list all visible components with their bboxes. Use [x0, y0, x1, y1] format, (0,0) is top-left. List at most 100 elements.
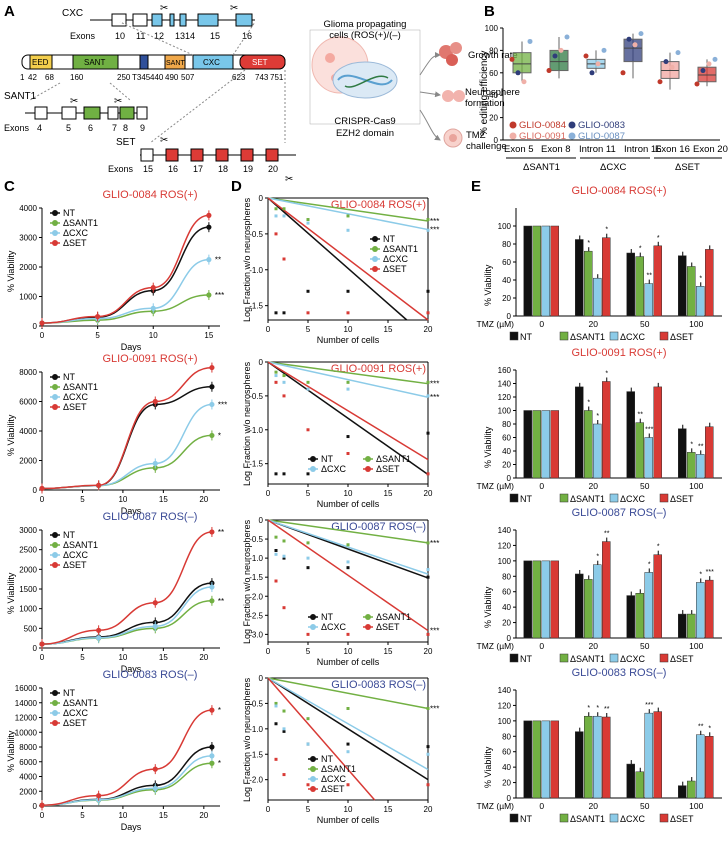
- panel-d-legend-marker: [310, 756, 316, 762]
- panel-c-xlabel: Days: [121, 342, 142, 352]
- panel-e-legend-swatch: [559, 331, 569, 341]
- panel-e-xprefix: TMZ (µM): [477, 319, 515, 329]
- panel-c-legend-marker: [52, 690, 58, 696]
- panel-c-legend-label: ΔSET: [63, 560, 87, 570]
- panel-d-point: [426, 783, 430, 787]
- panel-c-point: [209, 384, 215, 390]
- panel-b-group-sant1: ΔSANT1: [523, 162, 560, 173]
- panel-d-fit-line: [267, 361, 429, 476]
- legend-glio0083: GLIO-0083: [578, 120, 625, 131]
- panel-c-ytick-label: 2000: [19, 457, 37, 466]
- panel-d-xlabel: Number of cells: [317, 499, 380, 509]
- panel-e-legend-label: ΔSANT1: [570, 814, 605, 824]
- panel-c-sig: **: [218, 528, 224, 537]
- panel-c-xtick-label: 20: [199, 495, 208, 504]
- panel-letter-b: B: [484, 3, 495, 20]
- panel-d-point: [274, 579, 278, 583]
- sant1-domain-label: SANT: [84, 58, 105, 67]
- panel-c-xtick-label: 5: [80, 653, 85, 662]
- panel-letter-e: E: [471, 178, 481, 195]
- panel-c-point: [96, 627, 102, 633]
- panel-b-x-intron16: Intron 16: [624, 144, 662, 155]
- panel-d-point: [282, 394, 286, 398]
- panel-e-bar: [644, 712, 653, 799]
- cxc-exon-15: 15: [210, 31, 220, 41]
- panel-d-title: GLIO-0084 ROS(+): [331, 199, 426, 211]
- scissors-icon: ✂: [70, 96, 78, 107]
- panel-d-ytick-label: -1.0: [249, 725, 263, 734]
- panel-c-point: [152, 623, 158, 629]
- box: [512, 52, 532, 74]
- cell-text-line1: Glioma propagating: [324, 19, 407, 30]
- panel-e-bar: [575, 386, 584, 479]
- set-exon-20: 20: [268, 164, 278, 174]
- panel-c-ytick-label: 3000: [19, 526, 37, 535]
- panel-d-ytick-label: -0.5: [249, 230, 263, 239]
- panel-d-point: [274, 311, 278, 315]
- panel-d-ytick-label: -0.5: [249, 535, 263, 544]
- sant1-exon-9: 9: [140, 123, 145, 133]
- panel-c-point: [206, 292, 212, 298]
- panel-e-legend-swatch: [559, 813, 569, 823]
- panel-c-xtick-label: 15: [159, 495, 168, 504]
- panel-e-bar: [593, 715, 602, 799]
- panel-d-xtick-label: 10: [344, 489, 353, 498]
- panel-e-legend-swatch: [609, 331, 619, 341]
- panel-d-point: [426, 575, 430, 579]
- panel-c-ytick-label: 8000: [19, 743, 37, 752]
- aa-743: 743: [255, 73, 269, 82]
- panel-e-sig: *: [587, 400, 590, 407]
- scissors-icon: ✂: [285, 174, 293, 185]
- panel-d-xtick-label: 5: [306, 325, 311, 334]
- aa-42: 42: [28, 73, 37, 82]
- panel-e-ytick-label: 120: [498, 541, 512, 550]
- panel-e-ytick-label: 40: [502, 763, 511, 772]
- panel-c-ytick-label: 2500: [19, 546, 37, 555]
- panel-d-point: [306, 221, 310, 225]
- panel-e-legend-swatch: [509, 331, 519, 341]
- panel-b-x-intron11: Intron 11: [579, 144, 616, 155]
- panel-c-point: [96, 482, 102, 488]
- t345-marker: [139, 54, 149, 70]
- panel-e-xtick-label: 20: [589, 801, 599, 811]
- panel-d-point: [282, 380, 286, 384]
- panel-c-legend-marker: [52, 710, 58, 716]
- panel-d-legend-label: ΔSANT1: [321, 764, 356, 774]
- panel-c-series-line: [41, 294, 209, 324]
- panel-d-point: [426, 394, 430, 398]
- panel-d-legend-label: NT: [321, 754, 333, 764]
- legend-glio0084: GLIO-0084: [519, 120, 566, 131]
- panel-c-legend-label: ΔSET: [63, 238, 87, 248]
- set-exon-box: [240, 148, 254, 162]
- box-point: [583, 53, 589, 59]
- panel-d-ytick-label: 0: [259, 358, 264, 367]
- panel-c-title: GLIO-0083 ROS(–): [103, 669, 198, 681]
- panel-d-point: [346, 289, 350, 293]
- panel-d-point: [306, 556, 310, 560]
- panel-c-ytick-label: 10000: [15, 728, 38, 737]
- panel-e-xtick-label: 0: [539, 319, 544, 329]
- panel-c-ylabel: % Viability: [6, 250, 16, 292]
- panel-e-sig: *: [639, 246, 642, 253]
- panel-c-ytick-label: 16000: [15, 684, 38, 693]
- panel-d-sig: ***: [430, 217, 439, 226]
- panel-c-xtick-label: 0: [40, 495, 45, 504]
- panel-e-sig: **: [698, 443, 704, 450]
- panel-e-ytick-label: 140: [498, 686, 512, 695]
- panel-d-ytick-label: -1.5: [249, 302, 263, 311]
- panel-e-bar: [584, 410, 593, 479]
- panel-d-legend-marker: [365, 456, 371, 462]
- cxc-exon-10: 10: [115, 31, 125, 41]
- panel-d-legend-marker: [310, 466, 316, 472]
- panel-e-ytick-label: 40: [502, 603, 511, 612]
- aa-507: 507: [181, 73, 195, 82]
- box-point: [700, 68, 706, 74]
- box-point: [626, 36, 632, 42]
- panel-e-bar: [532, 720, 541, 799]
- panel-b-x-exon5: Exon 5: [504, 144, 534, 155]
- panel-e-legend-label: ΔSANT1: [570, 332, 605, 342]
- sant1-exon-6: 6: [88, 123, 93, 133]
- panel-e-bar: [532, 225, 541, 317]
- panel-e-bar: [550, 410, 559, 479]
- panel-e-bar: [602, 237, 611, 317]
